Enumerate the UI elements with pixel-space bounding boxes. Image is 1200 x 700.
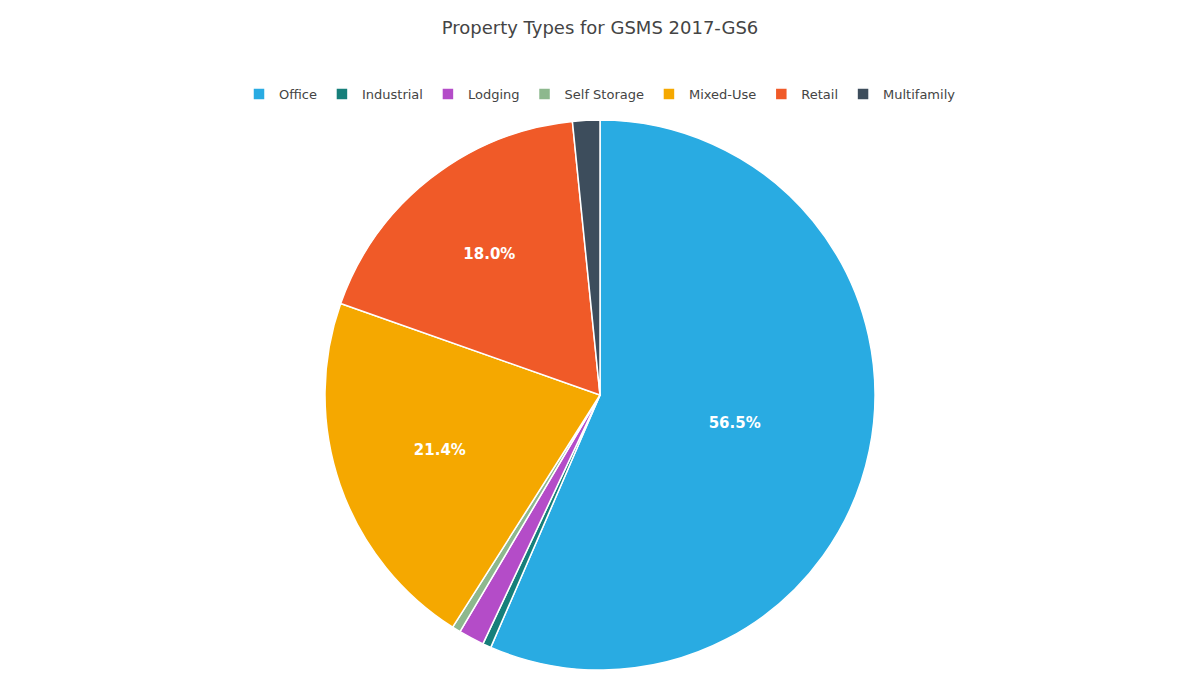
svg-text:Property Types for GSMS 2017-G: Property Types for GSMS 2017-GS6	[442, 17, 759, 38]
svg-text:Mixed-Use: Mixed-Use	[689, 87, 756, 102]
svg-text:Retail: Retail	[801, 87, 838, 102]
svg-text:Multifamily: Multifamily	[883, 87, 955, 102]
svg-text:56.5%: 56.5%	[709, 414, 761, 432]
svg-text:Lodging: Lodging	[468, 87, 520, 102]
svg-text:Industrial: Industrial	[362, 87, 423, 102]
svg-text:18.0%: 18.0%	[463, 245, 515, 263]
svg-text:21.4%: 21.4%	[414, 441, 466, 459]
svg-text:Self Storage: Self Storage	[565, 87, 644, 102]
svg-text:Office: Office	[279, 87, 317, 102]
